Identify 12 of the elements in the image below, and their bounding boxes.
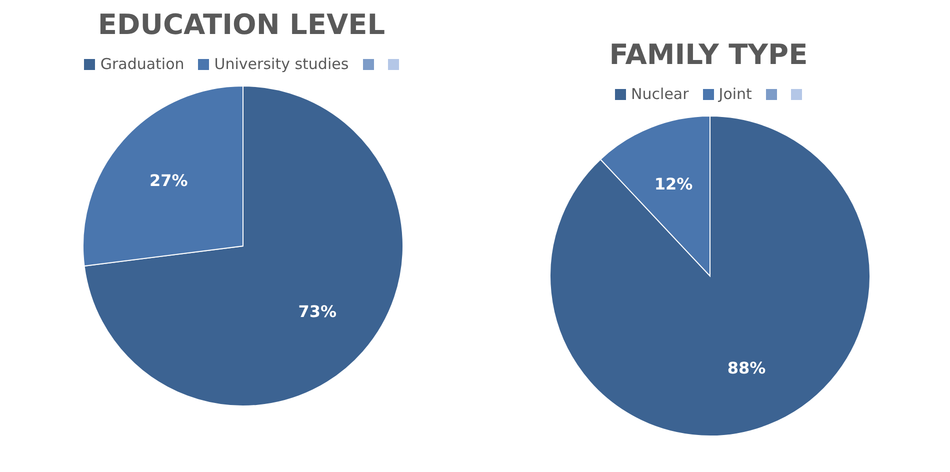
pie-slice (84, 86, 404, 406)
pie-slice (550, 116, 870, 436)
chart-title: FAMILY TYPE (608, 38, 809, 73)
data-label: 73% (298, 302, 337, 322)
data-label: 27% (149, 170, 188, 190)
legend-label: Joint (718, 85, 752, 103)
data-label: 12% (654, 174, 693, 194)
legend-label: Graduation (100, 55, 184, 73)
chart-title: EDUCATION LEVEL (96, 8, 386, 43)
legend-label: Nuclear (631, 85, 689, 103)
data-label: 88% (727, 358, 766, 378)
legend-label: University studies (214, 55, 349, 73)
